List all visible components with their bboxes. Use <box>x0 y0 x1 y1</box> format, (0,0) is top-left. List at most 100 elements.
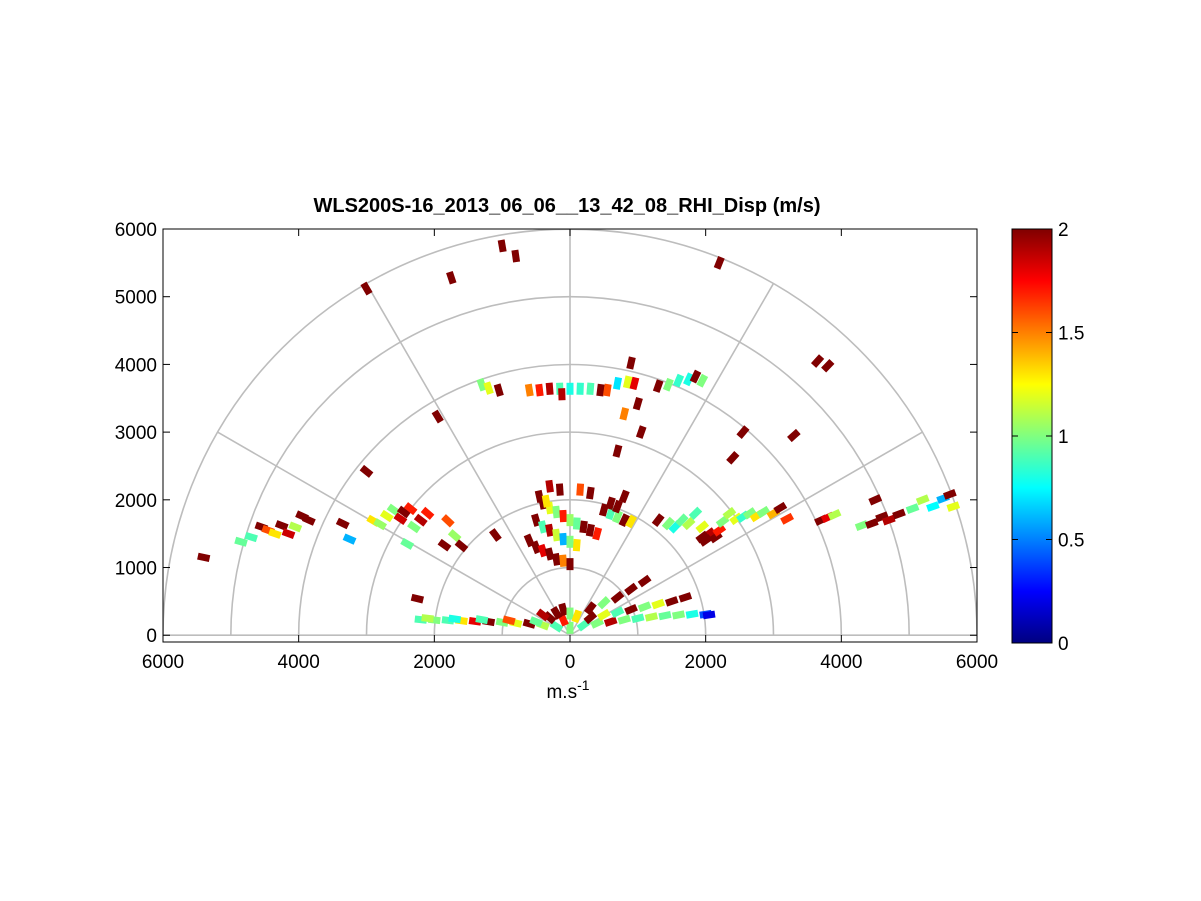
data-point <box>626 356 636 370</box>
data-point <box>683 372 695 387</box>
data-point <box>631 613 645 624</box>
data-point <box>685 609 699 619</box>
x-tick-label: 2000 <box>413 652 455 673</box>
data-point <box>675 513 689 527</box>
data-point <box>447 529 462 543</box>
data-point <box>881 514 896 526</box>
data-point <box>905 503 920 514</box>
data-point <box>612 376 623 390</box>
data-point <box>635 425 647 439</box>
data-point <box>530 540 542 555</box>
x-tick-label: 4000 <box>820 652 862 673</box>
x-tick-label: 2000 <box>685 652 727 673</box>
data-point <box>652 379 664 393</box>
y-tick-label: 3000 <box>115 423 157 444</box>
data-point <box>597 596 611 610</box>
data-point <box>592 526 603 541</box>
data-point <box>576 382 584 395</box>
data-point <box>566 514 574 527</box>
data-point <box>875 511 889 523</box>
data-point <box>448 614 462 624</box>
plot-area <box>162 228 978 643</box>
x-axis-label-superscript: -1 <box>577 677 590 693</box>
data-point <box>868 494 883 506</box>
data-point <box>403 502 418 516</box>
data-point <box>787 428 801 443</box>
y-axis-ticks: 0 1000 2000 3000 4000 5000 6000 <box>115 220 977 647</box>
data-point <box>545 479 554 493</box>
radial-line <box>569 431 923 636</box>
data-point <box>688 506 703 521</box>
data-point <box>610 606 625 618</box>
y-tick-label: 0 <box>146 626 157 647</box>
chart-title: WLS200S-16_2013_06_06__13_42_08_RHI_Disp… <box>313 195 820 217</box>
data-point <box>624 582 638 596</box>
data-point <box>488 528 502 542</box>
data-point <box>821 359 835 373</box>
data-point <box>629 376 640 391</box>
data-point <box>827 509 842 521</box>
data-point <box>288 521 303 533</box>
data-point <box>726 451 740 465</box>
data-point <box>583 611 598 625</box>
data-point <box>756 505 771 519</box>
data-point <box>441 514 455 528</box>
data-point <box>736 425 750 439</box>
data-point <box>483 381 494 395</box>
data-point <box>373 518 388 531</box>
data-point <box>602 383 612 397</box>
data-point <box>698 534 713 547</box>
data-point <box>454 539 469 553</box>
y-tick-label: 4000 <box>115 355 157 376</box>
data-point <box>892 508 906 520</box>
data-point <box>413 513 428 527</box>
y-tick-label: 5000 <box>115 288 157 309</box>
data-point <box>544 547 555 561</box>
data-point <box>780 512 795 525</box>
colorbar-tick-label: 0.5 <box>1058 531 1084 552</box>
data-point <box>678 592 693 603</box>
data-point <box>644 612 659 622</box>
data-point <box>576 483 585 496</box>
colorbar-tick-label: 0 <box>1058 634 1069 655</box>
data-point <box>342 533 357 545</box>
data-point <box>446 270 457 285</box>
data-point <box>393 512 408 526</box>
x-tick-label: 6000 <box>142 652 184 673</box>
data-point <box>619 407 630 421</box>
data-point <box>524 383 534 397</box>
data-point <box>672 373 685 388</box>
data-point <box>586 486 595 500</box>
data-point <box>661 516 675 531</box>
data-point <box>696 373 709 388</box>
y-tick-label: 1000 <box>115 559 157 580</box>
data-point <box>713 255 725 270</box>
x-tick-label: 6000 <box>956 652 998 673</box>
data-point <box>475 615 489 625</box>
x-tick-label: 0 <box>565 652 576 673</box>
data-point <box>420 506 435 520</box>
data-point <box>612 499 623 514</box>
data-point <box>571 609 583 624</box>
radial-line <box>569 283 775 636</box>
data-point <box>625 514 637 529</box>
x-axis-label-text: m.s <box>546 682 577 703</box>
data-point <box>360 281 373 296</box>
data-point <box>244 531 258 543</box>
data-point <box>407 520 421 534</box>
colorbar-tick-label: 1 <box>1058 427 1069 448</box>
data-point <box>431 409 444 424</box>
data-point <box>400 537 415 550</box>
data-point <box>946 501 961 512</box>
data-point <box>234 536 248 547</box>
data-point <box>583 601 597 616</box>
data-point <box>535 383 544 397</box>
data-point <box>637 574 652 588</box>
data-point <box>632 396 643 411</box>
data-point <box>926 501 940 512</box>
colorbar: 0 0.5 1 1.5 2 <box>1011 220 1084 655</box>
data-point <box>622 375 633 389</box>
y-tick-label: 6000 <box>115 220 157 241</box>
data-point <box>566 382 574 395</box>
data-point <box>742 507 757 520</box>
